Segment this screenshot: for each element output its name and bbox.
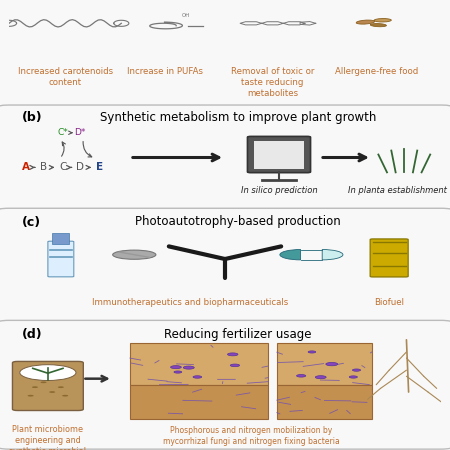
Text: Biofuel: Biofuel (374, 298, 404, 307)
Circle shape (230, 364, 239, 367)
Text: D: D (76, 162, 84, 172)
Text: Plant microbiome
engineering and
synthetic microbial
communities: Plant microbiome engineering and synthet… (9, 425, 86, 450)
Bar (254, 141, 304, 169)
Text: Immunotherapeutics and biopharmaceuticals: Immunotherapeutics and biopharmaceutical… (92, 298, 288, 307)
Bar (277, 343, 372, 385)
Bar (52, 233, 69, 244)
Circle shape (308, 351, 316, 353)
Circle shape (49, 391, 55, 393)
Text: In silico prediction: In silico prediction (241, 186, 317, 195)
Text: Increased carotenoids
content: Increased carotenoids content (18, 67, 112, 87)
Text: C*: C* (58, 128, 68, 137)
Bar (277, 385, 372, 419)
Bar (130, 343, 268, 385)
Circle shape (20, 364, 76, 381)
Circle shape (62, 395, 68, 396)
Text: Photoautotrophy-based production: Photoautotrophy-based production (135, 215, 341, 228)
Circle shape (32, 387, 38, 388)
Text: E: E (96, 162, 104, 172)
Circle shape (27, 395, 34, 396)
Text: B: B (40, 162, 47, 172)
Circle shape (352, 369, 360, 371)
Text: Reducing fertilizer usage: Reducing fertilizer usage (164, 328, 312, 341)
Text: Removal of toxic or
taste reducing
metabolites: Removal of toxic or taste reducing metab… (231, 67, 314, 98)
Circle shape (297, 374, 306, 377)
Text: Increase in PUFAs: Increase in PUFAs (126, 67, 202, 76)
Wedge shape (280, 249, 301, 260)
Ellipse shape (374, 18, 392, 22)
Text: (d): (d) (22, 328, 43, 341)
Circle shape (183, 366, 194, 369)
Circle shape (58, 387, 64, 388)
Text: D*: D* (75, 128, 86, 137)
Circle shape (228, 353, 238, 356)
Circle shape (349, 376, 357, 378)
FancyBboxPatch shape (0, 105, 450, 210)
Text: A: A (22, 162, 30, 172)
Text: (b): (b) (22, 111, 43, 124)
Text: C: C (59, 162, 67, 172)
Circle shape (193, 376, 202, 378)
Wedge shape (322, 249, 343, 260)
Circle shape (315, 376, 326, 379)
Ellipse shape (112, 250, 156, 259)
FancyBboxPatch shape (0, 320, 450, 449)
FancyBboxPatch shape (13, 361, 83, 410)
Ellipse shape (370, 23, 387, 27)
Text: In planta establishment: In planta establishment (348, 186, 447, 195)
Circle shape (171, 366, 181, 369)
FancyBboxPatch shape (248, 136, 310, 173)
Text: Allergene-free food: Allergene-free food (334, 67, 418, 76)
Circle shape (326, 362, 338, 366)
FancyBboxPatch shape (370, 239, 408, 277)
Text: Synthetic metabolism to improve plant growth: Synthetic metabolism to improve plant gr… (100, 111, 376, 124)
Bar (130, 385, 268, 419)
Text: OH: OH (182, 14, 190, 18)
Text: Phosphorous and nitrogen mobilization by
mycorrhizal fungi and nitrogen fixing b: Phosphorous and nitrogen mobilization by… (162, 426, 339, 446)
FancyBboxPatch shape (0, 208, 450, 323)
Circle shape (40, 382, 47, 383)
Text: (c): (c) (22, 216, 41, 229)
FancyBboxPatch shape (0, 0, 450, 107)
Ellipse shape (356, 20, 375, 24)
Circle shape (174, 371, 182, 373)
FancyBboxPatch shape (48, 241, 74, 277)
